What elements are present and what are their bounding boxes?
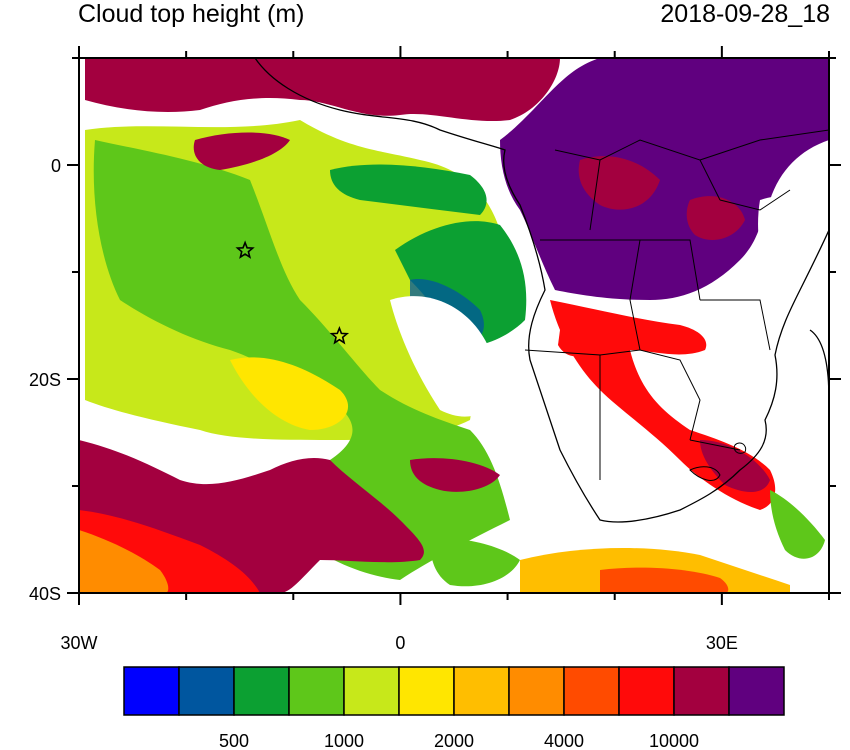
cloud-region-maroon-west — [193, 132, 290, 170]
colorbar-label: 10000 — [649, 731, 699, 750]
cloud-region-maroon-se — [700, 440, 770, 492]
colorbar-label: 4000 — [544, 731, 584, 750]
axis-ticks — [67, 46, 841, 605]
cloud-region-greensouth — [430, 538, 520, 587]
country-borders — [524, 129, 829, 481]
cloud-region-orange-southwest — [79, 530, 169, 593]
cloud-region-red-nw — [558, 328, 590, 357]
cloud-region-green — [93, 140, 510, 580]
colorbar-swatch — [233, 666, 290, 716]
colorbar-swatch — [563, 666, 620, 716]
colorbar-swatch — [453, 666, 510, 716]
colorbar-labels: 500 1000 2000 4000 10000 — [219, 731, 699, 750]
cloud-region-darkgreen-north — [330, 164, 487, 215]
cloud-region-maroon-east — [686, 196, 745, 240]
plot-timestamp: 2018-09-28_18 — [660, 0, 830, 28]
clear-sky-east — [758, 195, 829, 330]
plot-title: Cloud top height (m) — [78, 0, 305, 28]
colorbar-swatch — [123, 666, 180, 716]
coastlines — [254, 58, 829, 523]
colorbar-swatch — [673, 666, 730, 716]
cloud-region-red-southeast — [600, 567, 729, 593]
colorbar-label: 2000 — [434, 731, 474, 750]
axis-tick-labels: 0 20S 40S 30W 0 30E — [29, 156, 738, 653]
cloud-region-darkgreen — [395, 221, 527, 345]
lat-tick-label: 20S — [29, 370, 61, 390]
colorbar-swatch — [178, 666, 235, 716]
map-frame — [78, 57, 830, 594]
colorbar-swatch — [508, 666, 565, 716]
africa-west-coast — [254, 58, 829, 523]
star-marker-2 — [329, 326, 350, 345]
colorbar-label: 500 — [219, 731, 249, 750]
markers — [235, 240, 350, 345]
lat-tick-label: 40S — [29, 584, 61, 604]
colorbar-swatch — [398, 666, 455, 716]
lon-tick-label: 30E — [706, 633, 738, 653]
star-marker-1 — [235, 240, 255, 259]
colorbar-swatch — [618, 666, 675, 716]
lon-tick-label: 30W — [60, 633, 97, 653]
lon-tick-label: 0 — [395, 633, 405, 653]
cloud-region-maroon-north — [85, 58, 560, 122]
colorbar-swatch — [288, 666, 345, 716]
cloud-region-maroon-mid — [410, 458, 500, 492]
colorbar-swatch — [728, 666, 785, 716]
colorbar-swatch — [343, 666, 400, 716]
cloud-region-green-southeast — [770, 490, 825, 559]
cloud-region-yellow — [230, 357, 349, 430]
clear-sky-offshore — [390, 296, 500, 417]
colorbar-label: 1000 — [324, 731, 364, 750]
colorbar — [123, 666, 785, 716]
cloud-field — [79, 58, 829, 593]
lat-tick-label: 0 — [51, 156, 61, 176]
madagascar-coast — [809, 329, 829, 401]
